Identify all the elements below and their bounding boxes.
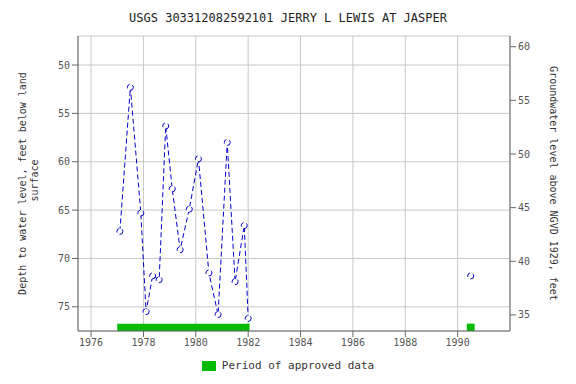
svg-text:1976: 1976 bbox=[79, 337, 103, 348]
svg-text:60: 60 bbox=[518, 41, 530, 52]
svg-text:Depth to water level, feet bel: Depth to water level, feet below land su… bbox=[17, 72, 40, 295]
svg-text:1980: 1980 bbox=[184, 337, 208, 348]
svg-text:35: 35 bbox=[518, 309, 530, 320]
svg-text:1982: 1982 bbox=[236, 337, 260, 348]
svg-text:1984: 1984 bbox=[288, 337, 312, 348]
svg-text:50: 50 bbox=[58, 60, 70, 71]
svg-text:70: 70 bbox=[58, 253, 70, 264]
svg-text:60: 60 bbox=[58, 156, 70, 167]
html-text:USGS 303312082592101 JERRY L L: USGS 303312082592101 JERRY L LEWIS AT JA… bbox=[129, 11, 447, 25]
svg-text:1978: 1978 bbox=[131, 337, 155, 348]
html-text:Period of approved data: Period of approved data bbox=[221, 359, 375, 372]
svg-text:40: 40 bbox=[518, 256, 530, 267]
svg-text:65: 65 bbox=[58, 205, 70, 216]
svg-text:75: 75 bbox=[58, 301, 70, 312]
svg-text:45: 45 bbox=[518, 202, 530, 213]
svg-text:50: 50 bbox=[518, 149, 530, 160]
svg-text:Groundwater level above NGVD 1: Groundwater level above NGVD 1929, feet bbox=[548, 66, 559, 301]
svg-text:55: 55 bbox=[518, 95, 530, 106]
svg-text:1990: 1990 bbox=[446, 337, 470, 348]
svg-text:55: 55 bbox=[58, 108, 70, 119]
svg-text:1986: 1986 bbox=[341, 337, 365, 348]
svg-text:1988: 1988 bbox=[393, 337, 417, 348]
